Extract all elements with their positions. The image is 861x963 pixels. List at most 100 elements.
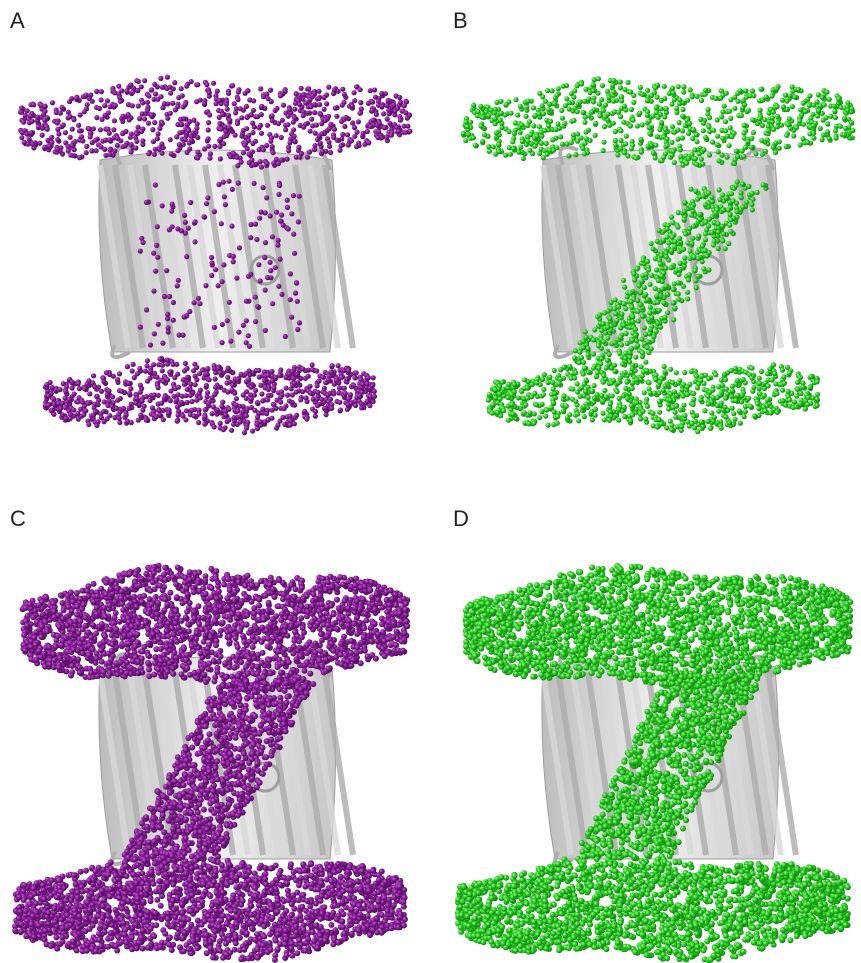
particle (257, 147, 262, 152)
particle (610, 83, 615, 88)
particle (78, 112, 83, 117)
particle (739, 113, 744, 118)
particle (746, 184, 751, 189)
particle (551, 386, 556, 391)
particle (264, 161, 269, 166)
particle (526, 99, 531, 104)
particle (270, 301, 275, 306)
particle (506, 382, 511, 387)
figure: A B C D (0, 0, 861, 963)
particle (662, 315, 667, 320)
particle (294, 390, 299, 395)
particle (775, 104, 780, 109)
particle (694, 162, 699, 167)
particle (743, 88, 748, 93)
particle (315, 403, 320, 408)
particle (664, 425, 669, 430)
particle (672, 160, 677, 165)
particle (120, 114, 125, 119)
particle (268, 268, 273, 273)
particle (494, 100, 499, 105)
particle (616, 418, 621, 423)
particle (676, 84, 681, 89)
particle (337, 148, 342, 153)
particle (327, 140, 332, 145)
particle (634, 377, 639, 382)
particle (282, 406, 287, 411)
particle (31, 102, 36, 107)
particle (680, 163, 685, 168)
particle (461, 131, 466, 136)
particle (635, 123, 640, 128)
particle (107, 152, 112, 157)
particle (318, 112, 323, 117)
particle (102, 113, 107, 118)
particle (294, 281, 299, 286)
particle (402, 124, 407, 129)
particle (184, 609, 190, 615)
particle (359, 401, 364, 406)
particle (123, 129, 128, 134)
particle (799, 391, 804, 396)
particle (175, 226, 180, 231)
particle (480, 139, 485, 144)
particle (247, 160, 252, 165)
particle (493, 116, 498, 121)
particle (219, 404, 224, 409)
particle (160, 363, 165, 368)
particle (774, 391, 779, 396)
particle (167, 590, 173, 596)
particle (71, 407, 76, 412)
particle (229, 224, 234, 229)
particle (98, 127, 103, 132)
particle (651, 334, 656, 339)
particle (640, 409, 645, 414)
particle (328, 122, 333, 127)
particle (278, 395, 283, 400)
particle (171, 318, 176, 323)
particle (212, 144, 217, 149)
particle (700, 243, 705, 248)
particle (140, 111, 145, 116)
particle (780, 98, 785, 103)
particle (224, 102, 229, 107)
particle (70, 143, 75, 148)
particle (176, 278, 181, 283)
particle (136, 125, 141, 130)
particle (755, 190, 760, 195)
particle (183, 393, 188, 398)
particle (128, 135, 133, 140)
particle (248, 235, 253, 240)
particle (297, 102, 302, 107)
particle (532, 411, 537, 416)
particle (630, 412, 635, 417)
particle (773, 150, 778, 155)
particle (683, 231, 688, 236)
particle (268, 139, 273, 144)
particle (645, 259, 650, 264)
particle (691, 224, 696, 229)
particle (258, 419, 263, 424)
particle (512, 131, 517, 136)
particle (186, 226, 191, 231)
particle (69, 96, 74, 101)
particle (510, 139, 515, 144)
particle (262, 419, 267, 424)
particle (686, 131, 691, 136)
particle (651, 150, 656, 155)
particle (643, 292, 648, 297)
particle (586, 97, 591, 102)
particle (223, 129, 228, 134)
particle (671, 149, 676, 154)
particle (706, 376, 711, 381)
particle (541, 392, 546, 397)
particle (336, 363, 341, 368)
particle (850, 128, 855, 133)
particle (374, 112, 379, 117)
particle (558, 134, 563, 139)
particle (563, 103, 568, 108)
particle (70, 386, 75, 391)
particle (241, 150, 246, 155)
particle (218, 370, 223, 375)
particle (699, 419, 704, 424)
